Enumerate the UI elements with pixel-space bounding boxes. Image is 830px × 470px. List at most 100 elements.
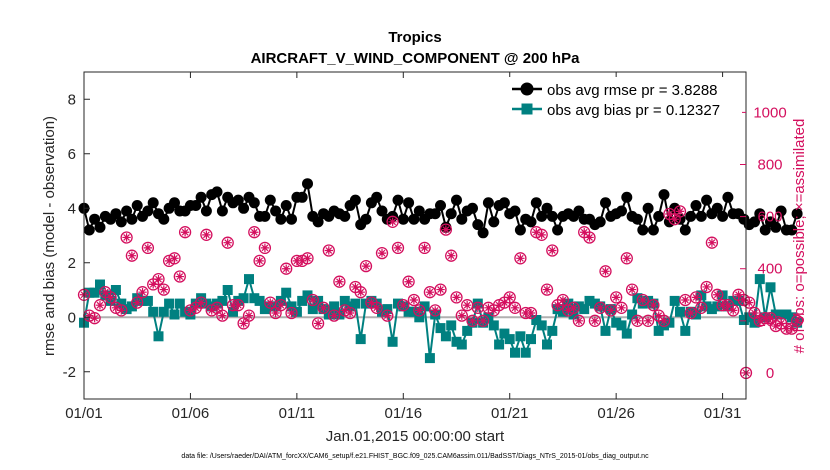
rmse-point — [158, 213, 170, 225]
obs-possible-point — [221, 236, 234, 249]
obs-assimilated-point — [718, 300, 727, 310]
rmse-point — [536, 210, 548, 222]
obs-assimilated-point — [516, 254, 525, 263]
right-y-tick-label: 400 — [757, 261, 782, 278]
bias-point — [169, 309, 180, 320]
obs-assimilated-point — [510, 303, 520, 313]
obs-assimilated-point — [420, 243, 429, 253]
bias-point — [584, 295, 595, 306]
rmse-point — [467, 202, 478, 214]
obs-possible-point — [503, 291, 516, 304]
obs-possible-point — [636, 293, 649, 307]
chart-subtitle: AIRCRAFT_V_WIND_COMPONENT @ 200 hPa — [251, 50, 581, 67]
legend-rmse-label: obs avg rmse pr = 3.8288 — [547, 82, 718, 99]
obs-possible-point — [583, 231, 596, 244]
bias-point — [728, 295, 739, 306]
obs-assimilated-point — [404, 277, 413, 286]
bias-point — [126, 301, 137, 312]
obs-assimilated-point — [744, 298, 754, 307]
obs-possible-point — [402, 275, 415, 288]
obs-assimilated-point — [218, 311, 227, 320]
left-y-tick-label: -2 — [63, 364, 76, 381]
bias-point — [281, 287, 292, 298]
obs-assimilated-point — [484, 303, 493, 313]
obs-possible-point — [397, 299, 410, 312]
obs-assimilated-point — [148, 280, 158, 289]
bias-point — [228, 306, 238, 317]
bias-point — [627, 309, 638, 320]
x-tick-label: 01/06 — [172, 405, 210, 422]
bias-point — [148, 306, 159, 317]
rmse-point — [238, 202, 250, 214]
obs-possible-point — [625, 283, 639, 296]
obs-assimilated-point — [670, 215, 679, 224]
bias-point — [706, 304, 717, 315]
bias-point — [488, 320, 499, 331]
left-y-axis-ticks: -2 0 2 4 6 8 — [63, 91, 90, 381]
right-y-tick-label: 0 — [766, 365, 774, 382]
obs-possible-point — [727, 304, 740, 317]
obs-possible-point — [508, 301, 522, 314]
obs-possible-point — [439, 223, 453, 236]
obs-assimilated-point — [313, 319, 323, 328]
obs-assimilated-point — [590, 316, 600, 326]
rmse-point — [349, 194, 361, 206]
rmse-point — [616, 205, 627, 217]
obs-assimilated-point — [649, 300, 658, 310]
obs-possible-point — [450, 291, 463, 304]
rmse-point — [685, 210, 697, 222]
obs-possible-point — [258, 241, 272, 255]
obs-assimilated-point — [617, 303, 626, 313]
bias-point — [302, 290, 313, 301]
bias-point — [142, 295, 153, 306]
obs-assimilated-point — [532, 228, 541, 237]
rmse-point — [413, 205, 425, 217]
rmse-point — [115, 216, 127, 228]
obs-assimilated-point — [638, 295, 647, 305]
obs-assimilated-point — [457, 311, 467, 320]
obs-assimilated-point — [335, 277, 344, 286]
bias-point — [414, 312, 425, 323]
bias-point — [153, 331, 164, 342]
bias-point — [217, 295, 228, 306]
obs-assimilated-point — [133, 298, 142, 307]
bias-point — [446, 320, 457, 331]
obs-assimilated-point — [782, 324, 791, 333]
rmse-point — [360, 213, 372, 225]
obs-assimilated-point — [393, 243, 403, 253]
obs-assimilated-point — [702, 282, 711, 292]
rmse-point — [126, 213, 138, 225]
obs-assimilated-point — [739, 295, 749, 305]
bias-point — [765, 282, 776, 293]
rmse-point — [232, 194, 244, 206]
bias-point — [212, 298, 222, 309]
obs-assimilated-point — [707, 238, 717, 247]
rmse-point — [403, 197, 415, 209]
rmse-point — [621, 191, 633, 203]
bias-point — [249, 293, 260, 304]
obs-assimilated-point — [526, 308, 536, 318]
right-y-tick-label: 200 — [757, 313, 782, 330]
obs-possible-point — [434, 283, 447, 296]
bias-point — [329, 301, 340, 312]
rmse-point — [482, 197, 494, 209]
obs-possible-point — [514, 252, 527, 265]
rmse-point — [594, 216, 606, 228]
rmse-point — [435, 200, 446, 211]
bias-point — [164, 298, 175, 309]
obs-assimilated-point — [766, 314, 775, 323]
bias-point — [675, 306, 685, 317]
obs-assimilated-point — [675, 207, 685, 216]
obs-assimilated-point — [542, 285, 552, 294]
bias-point — [669, 295, 680, 306]
bias-point — [275, 295, 286, 306]
obs-possible-point — [125, 249, 139, 262]
rmse-point — [371, 191, 383, 203]
obs-possible-point — [248, 226, 261, 239]
obs-possible-point — [141, 241, 155, 255]
bias-point — [776, 309, 787, 320]
obs-assimilated-point — [260, 243, 270, 253]
obs-possible-point — [136, 286, 149, 299]
rmse-point — [754, 208, 766, 220]
